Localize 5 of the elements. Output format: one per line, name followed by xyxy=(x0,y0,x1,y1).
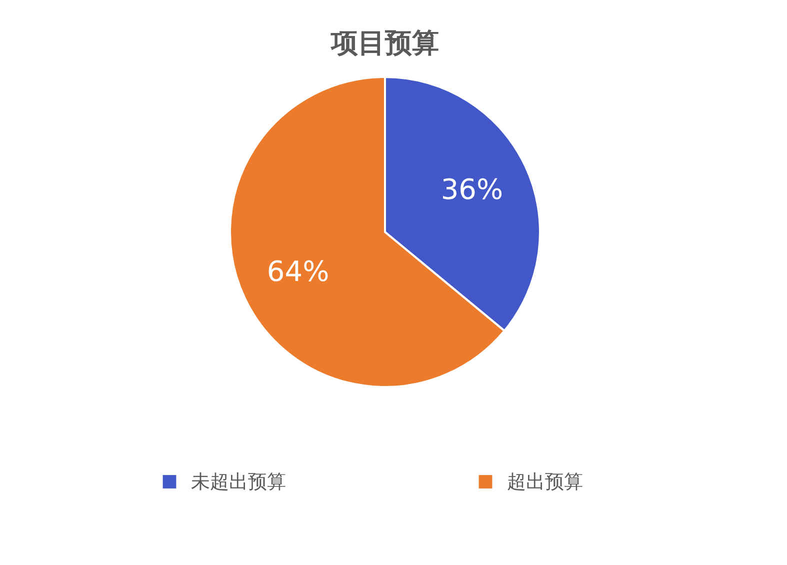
data-label: 36% xyxy=(440,173,504,206)
legend-label: 超出预算 xyxy=(507,470,583,493)
chart-title: 项目预算 xyxy=(330,28,439,59)
data-label: 64% xyxy=(266,254,330,288)
legend-label: 未超出预算 xyxy=(191,470,286,493)
